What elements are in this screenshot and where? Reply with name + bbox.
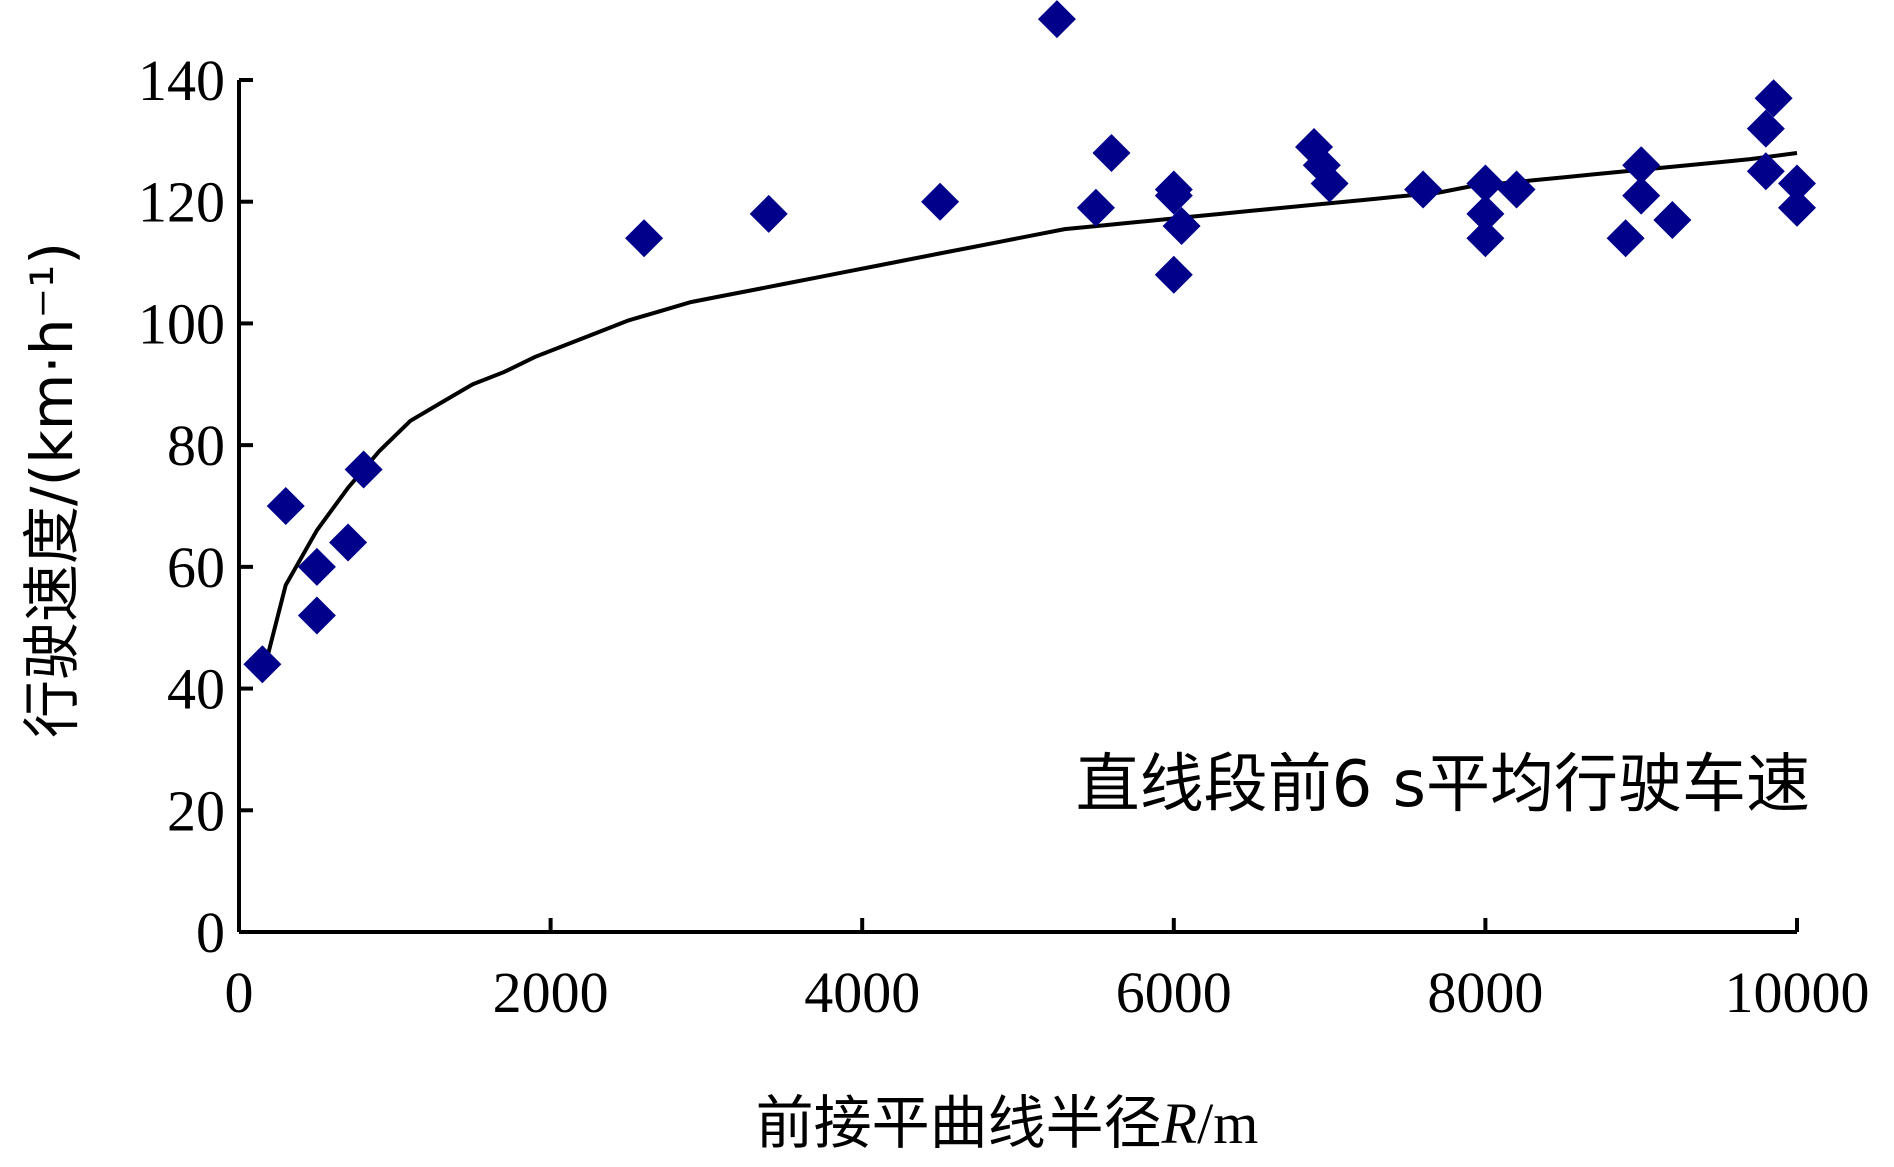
x-tick-label: 2000: [493, 960, 609, 1025]
x-tick-label: 8000: [1427, 960, 1543, 1025]
x-axis-title: 前接平曲线半径R/m: [756, 1089, 1259, 1157]
data-point-diamond: [266, 487, 305, 525]
y-tick-label: 40: [167, 657, 225, 722]
x-axis-title-unit: /m: [1197, 1091, 1258, 1156]
y-tick-label: 60: [167, 535, 225, 600]
data-points-layer: [243, 0, 1816, 684]
data-point-diamond: [625, 219, 664, 258]
data-point-diamond: [1497, 170, 1536, 209]
data-point-diamond: [1778, 188, 1816, 227]
y-tick-label: 120: [138, 170, 225, 235]
y-axis-title: 行驶速度/(km·h⁻¹): [18, 242, 86, 738]
data-point-diamond: [1162, 207, 1201, 246]
data-point-diamond: [1037, 0, 1076, 39]
data-point-diamond: [1653, 200, 1692, 239]
axes: [237, 80, 1797, 934]
data-point-diamond: [749, 194, 788, 233]
data-point-diamond: [297, 547, 336, 586]
data-point-diamond: [1310, 164, 1349, 203]
x-tick-label: 0: [225, 960, 254, 1025]
data-point-diamond: [1622, 146, 1661, 185]
y-tick-label: 100: [138, 291, 225, 356]
data-point-diamond: [1092, 134, 1131, 173]
data-point-diamond: [1778, 164, 1816, 203]
data-point-diamond: [243, 645, 282, 684]
fit-curve: [260, 151, 1798, 677]
data-point-diamond: [329, 523, 368, 562]
data-point-diamond: [1154, 176, 1193, 215]
x-tick-label: 6000: [1116, 960, 1232, 1025]
x-tick-label: 10000: [1725, 960, 1870, 1025]
chart-annotation: 直线段前6 s平均行驶车速: [1076, 748, 1810, 822]
data-point-diamond: [344, 450, 383, 489]
data-point-diamond: [1746, 152, 1785, 191]
data-point-diamond: [1404, 170, 1443, 209]
x-tick-label: 4000: [804, 960, 920, 1025]
data-point-diamond: [1466, 194, 1505, 233]
data-point-diamond: [1466, 219, 1505, 258]
x-ticks: 0 2000 4000 6000 8000 10000: [225, 918, 1870, 1025]
data-point-diamond: [1622, 176, 1661, 215]
data-point-diamond: [1076, 188, 1115, 227]
data-point-diamond: [1754, 79, 1793, 118]
data-point-diamond: [921, 182, 960, 221]
y-tick-label: 140: [138, 48, 225, 113]
data-point-diamond: [1606, 219, 1645, 258]
y-tick-label: 80: [167, 413, 225, 478]
data-point-diamond: [1746, 109, 1785, 148]
data-point-diamond: [1466, 164, 1505, 203]
y-tick-label: 20: [167, 778, 225, 843]
fit-curve-layer: [260, 151, 1798, 677]
x-axis-title-prefix: 前接平曲线半径: [756, 1089, 1162, 1157]
y-ticks: 0 20 40 60 80 100 120 140: [138, 48, 253, 965]
x-axis-title-variable: R: [1161, 1091, 1197, 1156]
data-point-diamond: [1154, 255, 1193, 294]
data-point-diamond: [297, 596, 336, 635]
y-tick-label: 0: [196, 900, 225, 965]
